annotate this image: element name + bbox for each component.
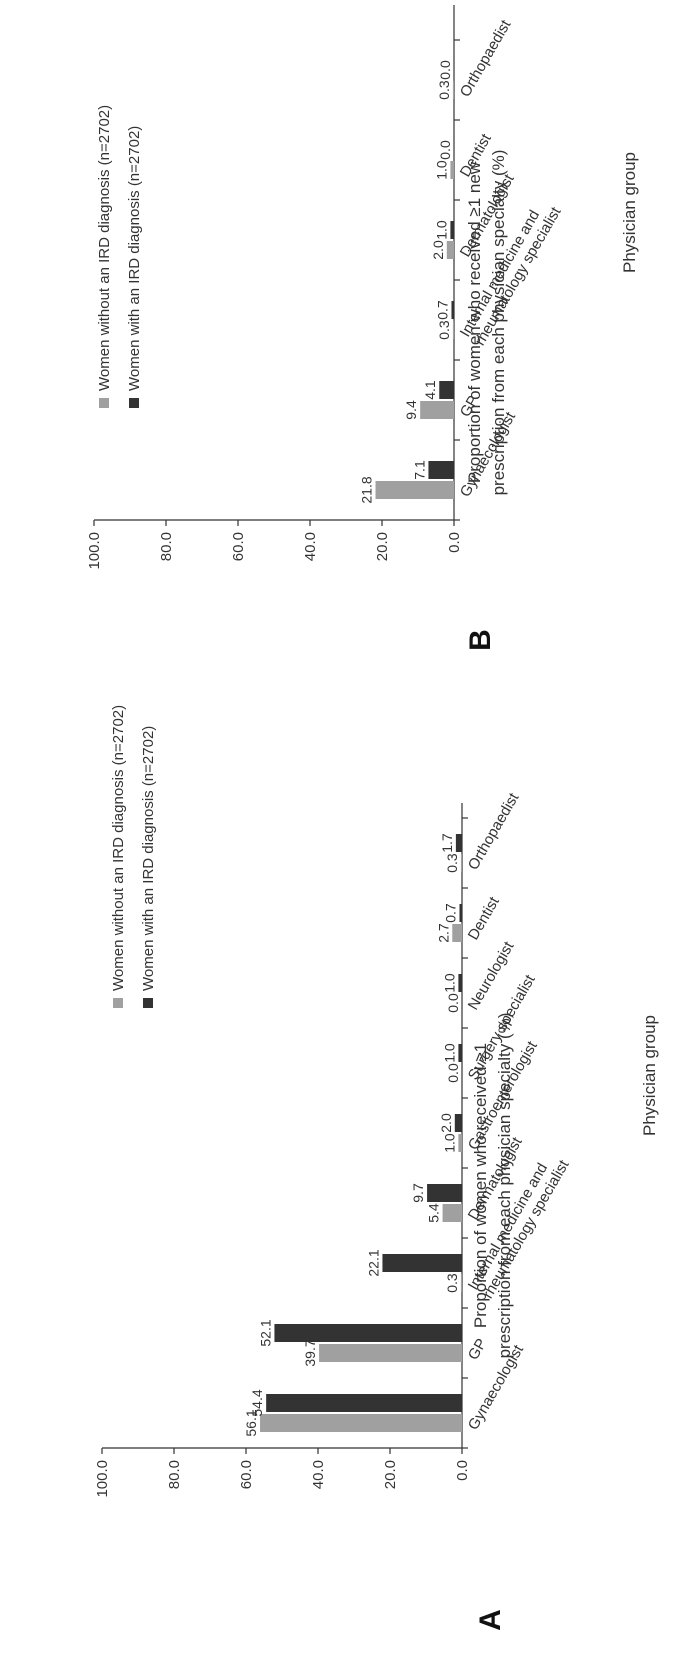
bar-value-label: 0.0: [437, 60, 453, 80]
value-tick-label: 80.0: [166, 1460, 183, 1489]
bar-value-label: 54.4: [249, 1389, 265, 1416]
bar-without-ird: [442, 1204, 462, 1222]
bar-value-label: 0.7: [442, 903, 458, 923]
bar-with-ird: [274, 1324, 462, 1342]
bar-value-label: 0.0: [445, 993, 461, 1013]
x-axis-title: Physician group: [620, 152, 639, 273]
bar-with-ird: [458, 1044, 462, 1062]
panel-letter: A: [474, 1609, 507, 1631]
category-label: Dentist: [465, 893, 503, 943]
bar-with-ird: [439, 381, 454, 399]
category-label-line: Dentist: [465, 893, 503, 943]
bar-with-ird: [459, 904, 462, 922]
category-label-line: Orthopaedist: [465, 789, 523, 873]
bar-without-ird: [319, 1344, 462, 1362]
bar-value-label: 1.0: [441, 1043, 457, 1063]
bar-without-ird: [452, 321, 454, 339]
bar-with-ird: [266, 1394, 462, 1412]
bar-with-ird: [450, 221, 454, 239]
bar-without-ird: [460, 1274, 462, 1292]
bar-without-ird: [420, 401, 454, 419]
bar-without-ird: [452, 81, 454, 99]
value-tick-label: 0.0: [446, 532, 463, 553]
bar-value-label: 21.8: [359, 476, 375, 503]
bar-value-label: 0.3: [444, 853, 460, 873]
bar-value-label: 7.1: [411, 460, 427, 480]
bar-without-ird: [450, 161, 454, 179]
category-label: Orthopaedist: [465, 789, 523, 873]
x-axis-title: Physician group: [640, 1015, 659, 1136]
y-axis-title-line2: prescription from each physician special…: [489, 150, 508, 496]
bar-value-label: 39.7: [302, 1339, 318, 1366]
bar-value-label: 1.0: [441, 1133, 457, 1153]
legend-label: Women without an IRD diagnosis (n=2702): [110, 705, 127, 991]
bar-value-label: 2.7: [435, 923, 451, 943]
value-tick-label: 40.0: [310, 1460, 327, 1489]
value-tick-label: 20.0: [374, 532, 391, 561]
value-tick-label: 100.0: [94, 1460, 111, 1498]
value-tick-label: 100.0: [86, 532, 103, 570]
value-tick-label: 60.0: [238, 1460, 255, 1489]
value-tick-label: 20.0: [382, 1460, 399, 1489]
bar-with-ird: [382, 1254, 462, 1272]
bar-value-label: 5.4: [426, 1203, 442, 1223]
category-label-line: Orthopaedist: [457, 16, 515, 100]
bar-value-label: 56.1: [243, 1409, 259, 1436]
bar-with-ird: [451, 301, 454, 319]
bar-value-label: 1.0: [433, 160, 449, 180]
bar-value-label: 0.3: [444, 1273, 460, 1293]
bar-without-ird: [446, 241, 454, 259]
bar-value-label: 1.0: [433, 220, 449, 240]
legend-swatch: [99, 398, 109, 408]
bar-value-label: 2.0: [430, 240, 446, 260]
bar-value-label: 4.1: [422, 380, 438, 400]
bar-value-label: 0.7: [434, 300, 450, 320]
legend-label: Women without an IRD diagnosis (n=2702): [96, 105, 113, 391]
legend-swatch: [113, 998, 123, 1008]
category-label-line: GP: [465, 1336, 491, 1363]
bar-with-ird: [455, 834, 462, 852]
bar-value-label: 22.1: [365, 1249, 381, 1276]
bar-without-ird: [458, 1134, 462, 1152]
bar-value-label: 0.0: [445, 1063, 461, 1083]
bar-value-label: 1.7: [439, 833, 455, 853]
bar-with-ird: [428, 461, 454, 479]
legend-label: Women with an IRD diagnosis (n=2702): [140, 726, 157, 991]
value-tick-label: 40.0: [302, 532, 319, 561]
legend-swatch: [143, 998, 153, 1008]
panel-letter: B: [464, 629, 497, 651]
bar-without-ird: [460, 854, 462, 872]
bar-without-ird: [452, 924, 462, 942]
category-label: GP: [465, 1336, 491, 1363]
bar-value-label: 9.4: [403, 400, 419, 420]
bar-value-label: 0.0: [437, 140, 453, 160]
value-tick-label: 80.0: [158, 532, 175, 561]
category-label: Orthopaedist: [457, 16, 515, 100]
legend-label: Women with an IRD diagnosis (n=2702): [126, 126, 143, 391]
y-axis-title-line1: Proportion of women who received ≥1: [471, 1043, 490, 1328]
bar-value-label: 0.3: [436, 320, 452, 340]
bar-without-ird: [375, 481, 454, 499]
bar-with-ird: [427, 1184, 462, 1202]
bar-with-ird: [454, 1114, 462, 1132]
y-axis-title-line1: Proportion of women who received ≥1 new: [465, 161, 484, 483]
value-tick-label: 0.0: [454, 1460, 471, 1481]
bar-with-ird: [458, 974, 462, 992]
bar-value-label: 0.3: [436, 80, 452, 100]
y-axis-title-line2: prescription from each physician special…: [495, 1013, 514, 1359]
bar-without-ird: [260, 1414, 462, 1432]
bar-value-label: 2.0: [438, 1113, 454, 1133]
bar-value-label: 1.0: [441, 973, 457, 993]
legend-swatch: [129, 398, 139, 408]
bar-value-label: 52.1: [257, 1319, 273, 1346]
bar-value-label: 9.7: [410, 1183, 426, 1203]
value-tick-label: 60.0: [230, 532, 247, 561]
